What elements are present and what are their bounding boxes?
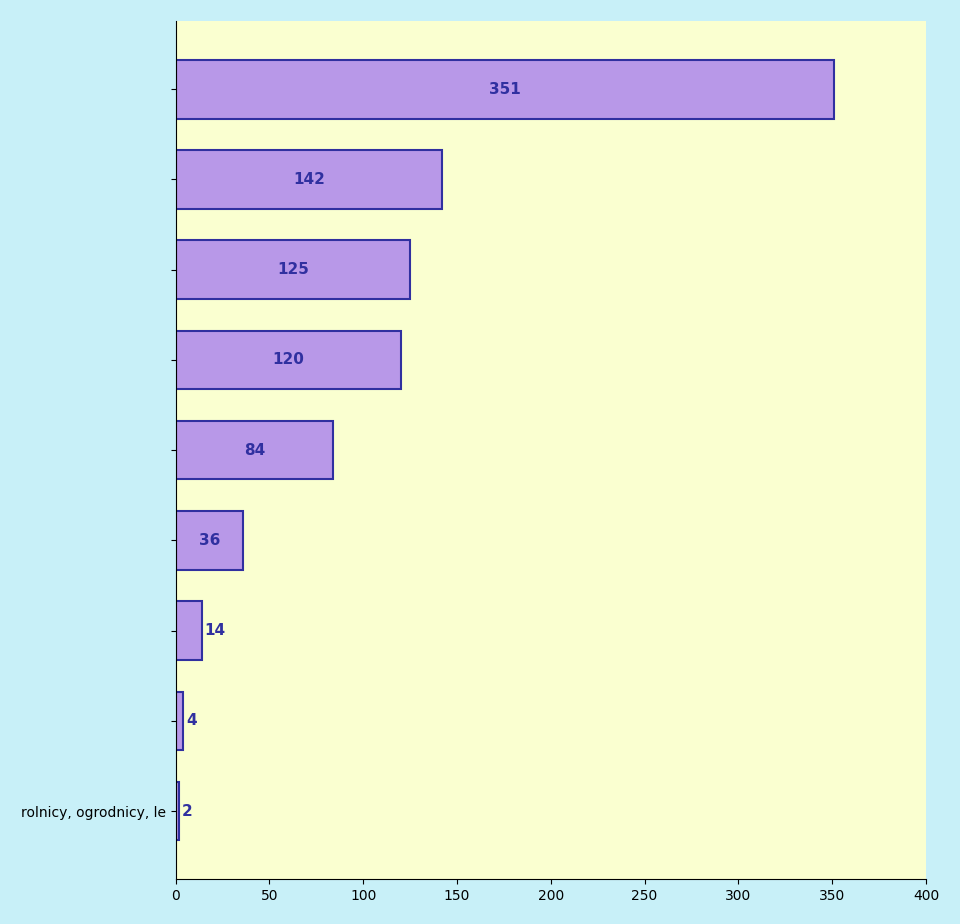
Text: 351: 351 — [489, 81, 520, 97]
Text: 4: 4 — [186, 713, 197, 728]
Bar — [176, 150, 442, 209]
Text: 36: 36 — [199, 533, 220, 548]
Text: 84: 84 — [244, 443, 265, 457]
Bar — [176, 691, 183, 750]
Bar — [176, 782, 180, 841]
Bar — [176, 60, 834, 118]
Text: 142: 142 — [293, 172, 324, 187]
Bar — [176, 602, 202, 660]
Bar — [176, 331, 400, 389]
Text: 120: 120 — [273, 352, 304, 368]
Bar — [176, 240, 410, 299]
Bar — [176, 511, 243, 570]
Text: 125: 125 — [276, 262, 309, 277]
Bar — [176, 420, 333, 480]
Text: 2: 2 — [182, 804, 193, 819]
Text: 14: 14 — [204, 623, 226, 638]
